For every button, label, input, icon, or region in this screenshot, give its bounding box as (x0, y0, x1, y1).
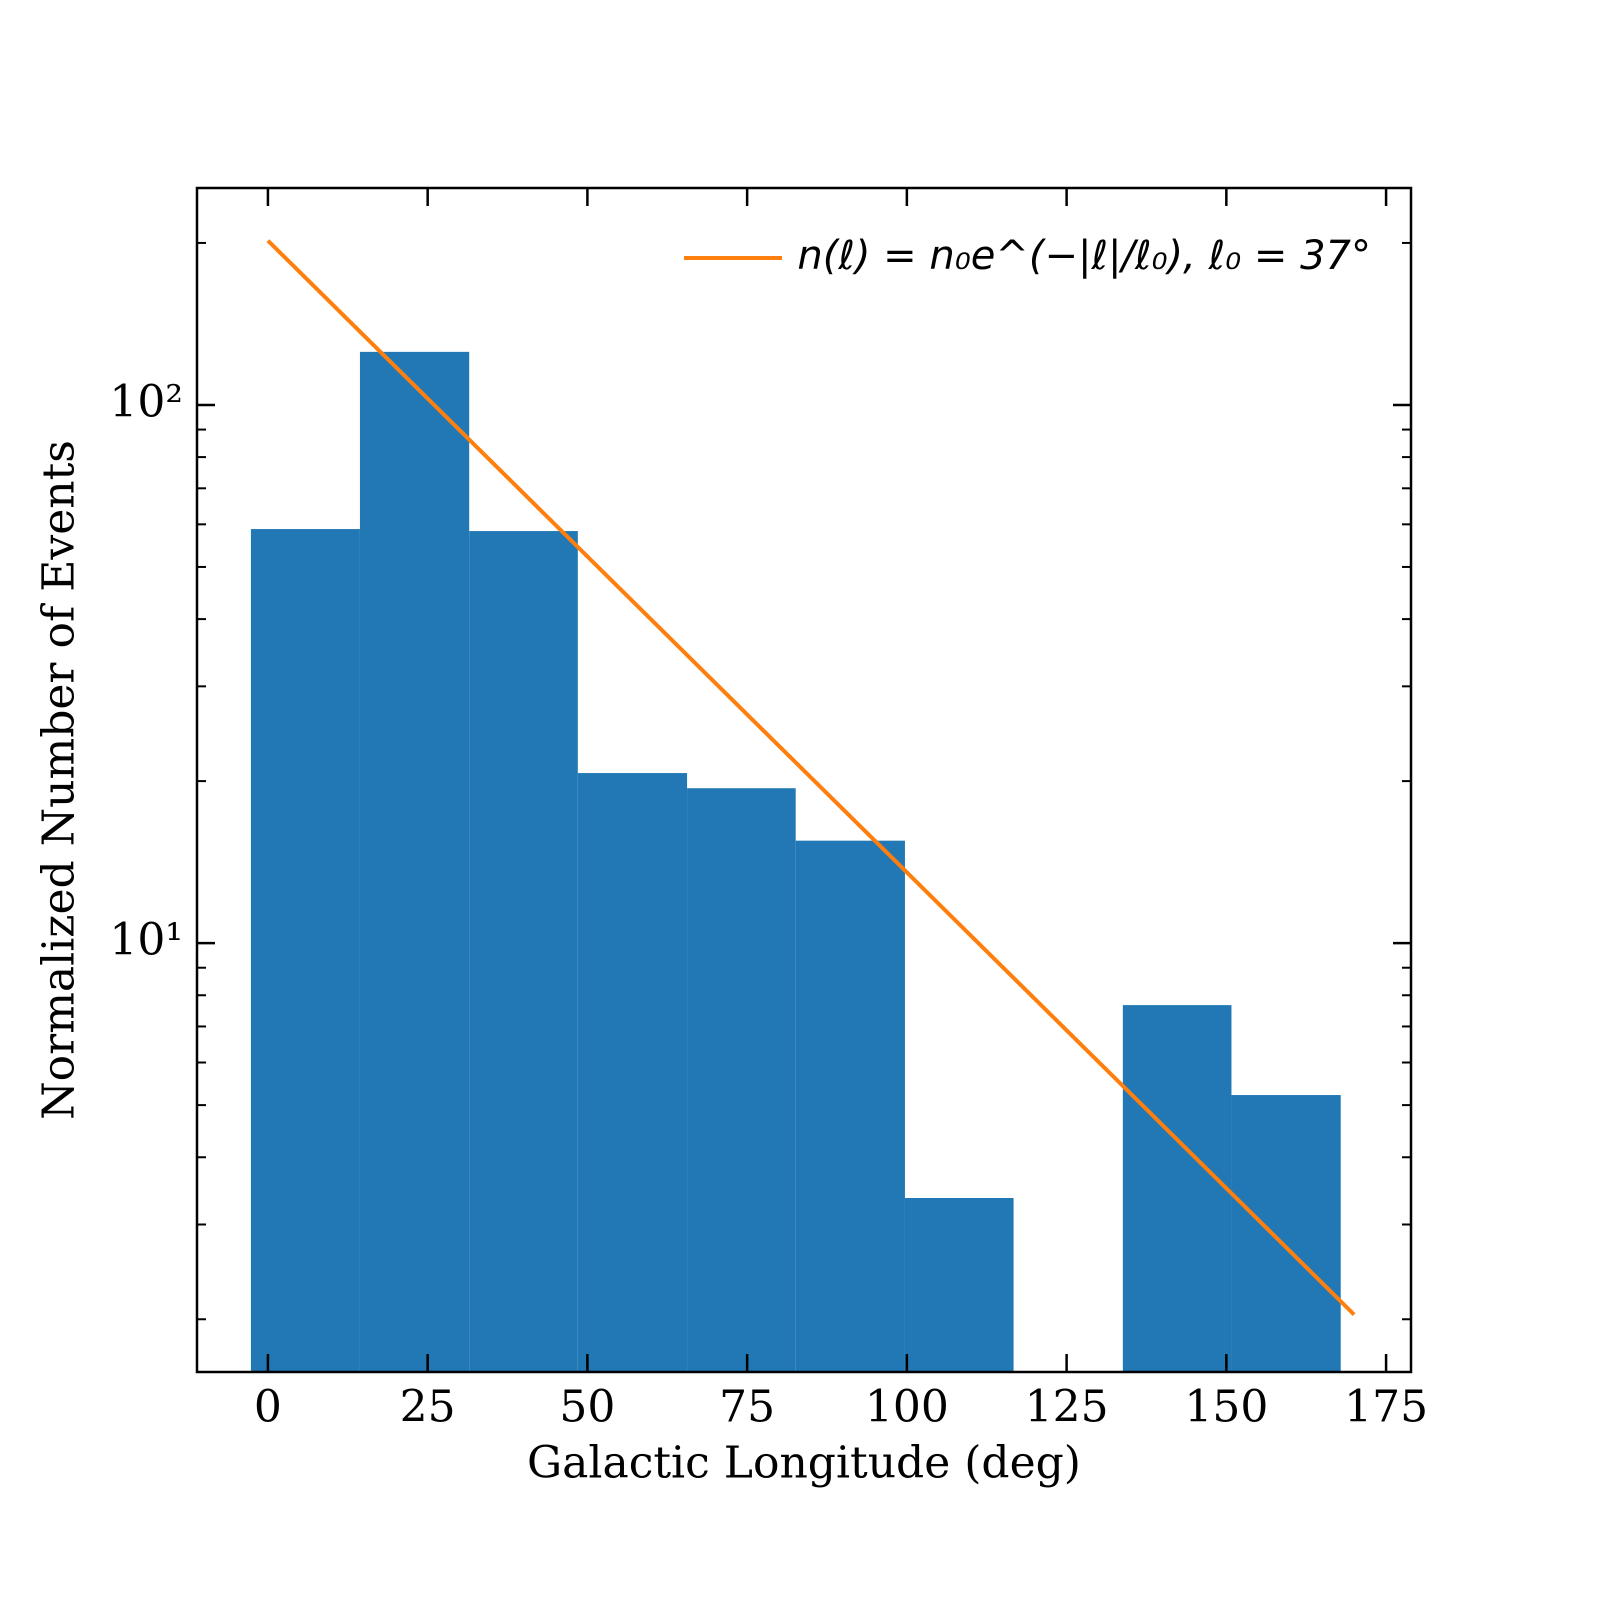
x-tick-label: 150 (1184, 1382, 1268, 1433)
bar (1122, 1005, 1232, 1372)
x-tick-label: 50 (559, 1382, 615, 1433)
y-axis-label: Normalized Number of Events (34, 440, 85, 1120)
bar (469, 531, 578, 1372)
x-tick-label: 25 (400, 1382, 456, 1433)
x-tick-label: 0 (254, 1382, 282, 1433)
fit-line (266, 239, 1356, 1317)
y-tick-label: 10¹ (109, 915, 183, 966)
bar (250, 529, 360, 1372)
plot-frame (195, 186, 1413, 1374)
x-tick-label: 125 (1025, 1382, 1109, 1433)
x-tick-label: 75 (719, 1382, 775, 1433)
x-tick-label: 175 (1344, 1382, 1428, 1433)
x-axis-label: Galactic Longitude (deg) (527, 1438, 1081, 1489)
legend-label: n(ℓ) = n₀e^(−|ℓ|/ℓ₀), ℓ₀ = 37° (797, 233, 1371, 279)
x-tick-label: 100 (865, 1382, 949, 1433)
bar (577, 773, 688, 1372)
y-tick-label: 10² (109, 376, 183, 427)
bar (359, 351, 470, 1372)
bar (795, 840, 905, 1372)
bar (687, 788, 796, 1372)
bar (904, 1198, 1014, 1372)
bar (1231, 1095, 1341, 1372)
